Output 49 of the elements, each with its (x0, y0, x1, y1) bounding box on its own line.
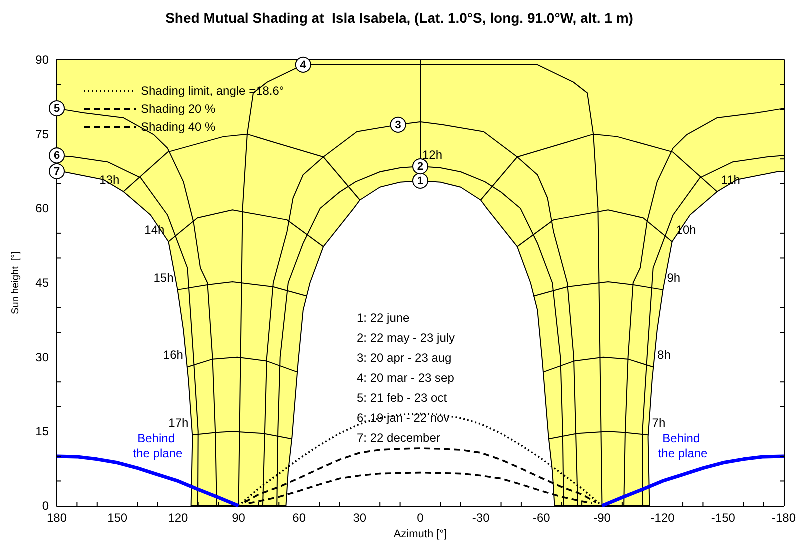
annotation: Behind the plane (658, 431, 708, 460)
annotation: 5 (54, 103, 60, 116)
series-label: 16h (163, 348, 184, 362)
annotation: 7: 22 december (357, 431, 440, 445)
x-tick-label: 150 (108, 511, 128, 525)
series-label: 15h (154, 270, 174, 285)
x-tick-label: 0 (417, 511, 424, 525)
x-tick-label: -180 (772, 511, 796, 525)
series-label: 11h (721, 172, 740, 187)
y-tick-label: 75 (36, 127, 50, 142)
series-label: 8h (658, 348, 671, 362)
series-label: 7h (652, 416, 666, 430)
y-tick-label: 30 (36, 350, 50, 364)
y-tick-label: 0 (42, 499, 50, 513)
chart-title: Shed Mutual Shading at Isla Isabela, (Lat. 1.0°S, long. 91.0°W, alt. 1 m) (166, 10, 634, 26)
annotation: 1 (417, 175, 424, 188)
x-tick-label: 120 (168, 511, 188, 525)
x-tick-label: -90 (594, 511, 612, 525)
x-tick-label: -120 (650, 511, 676, 525)
annotation: 7 (54, 166, 60, 178)
x-axis-title: Azimuth [°] (394, 528, 448, 540)
annotation: 5: 21 feb - 23 oct (357, 391, 448, 405)
annotation: 4: 20 mar - 23 sep (357, 371, 455, 385)
annotation: 6 (54, 150, 60, 162)
annotation: 3: 20 apr - 23 aug (357, 351, 452, 365)
annotation: 4 (300, 59, 308, 72)
y-tick-label: 15 (36, 424, 50, 439)
legend-label: Shading 40 % (141, 120, 216, 134)
series-label: 12h (422, 148, 443, 162)
y-tick-label: 60 (36, 202, 50, 216)
annotation: 2: 22 may - 23 july (357, 331, 456, 345)
series-label: 9h (667, 270, 681, 285)
x-tick-label: 30 (353, 511, 367, 525)
x-tick-label: 60 (292, 511, 306, 525)
x-tick-label: 180 (46, 511, 68, 525)
annotation: Behind the plane (133, 431, 183, 460)
x-tick-label: 90 (232, 511, 246, 525)
x-tick-label: -30 (472, 511, 490, 525)
x-tick-label: -60 (532, 511, 551, 525)
y-axis-title: Sun height [°] (10, 251, 22, 314)
x-tick-label: -150 (711, 511, 736, 525)
y-tick-label: 45 (36, 276, 50, 290)
series-label: 17h (168, 416, 189, 430)
annotation: 3 (395, 119, 402, 132)
annotation: 2 (417, 161, 424, 174)
legend-label: Shading 20 % (141, 102, 216, 116)
series-label: 13h (100, 172, 120, 187)
annotation: 1: 22 june (357, 311, 410, 325)
y-tick-label: 90 (36, 53, 50, 67)
